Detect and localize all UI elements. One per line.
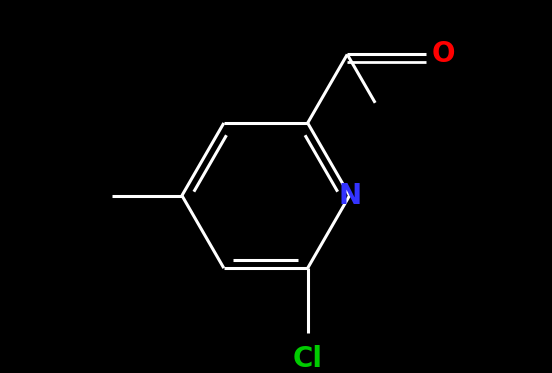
Text: N: N	[338, 182, 361, 210]
Text: Cl: Cl	[293, 345, 323, 373]
Text: O: O	[432, 40, 455, 68]
